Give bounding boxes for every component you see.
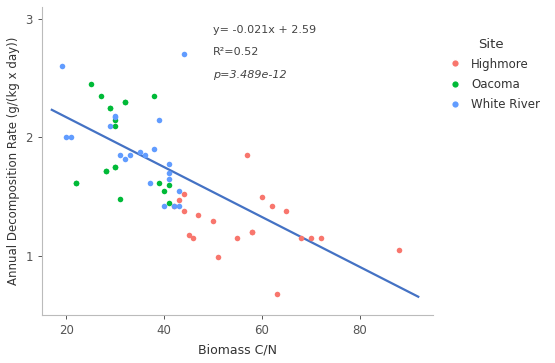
Legend: Highmore, Oacoma, White River: Highmore, Oacoma, White River bbox=[443, 37, 540, 111]
Point bbox=[145, 180, 154, 185]
Point bbox=[394, 247, 403, 253]
Point bbox=[179, 208, 188, 214]
Point bbox=[267, 203, 276, 209]
Point bbox=[101, 168, 110, 174]
Point bbox=[243, 152, 251, 158]
Point bbox=[169, 203, 178, 209]
Y-axis label: Annual Decomposition Rate (g/(kg x day)): Annual Decomposition Rate (g/(kg x day)) bbox=[7, 37, 20, 285]
Point bbox=[140, 152, 149, 158]
Point bbox=[111, 164, 120, 170]
Point bbox=[179, 52, 188, 57]
Point bbox=[179, 192, 188, 197]
Point bbox=[160, 203, 169, 209]
Point bbox=[111, 123, 120, 129]
Point bbox=[282, 208, 291, 214]
Point bbox=[106, 105, 115, 111]
Point bbox=[174, 197, 183, 203]
Point bbox=[111, 114, 120, 120]
Point bbox=[174, 188, 183, 194]
Point bbox=[296, 236, 305, 241]
Point bbox=[189, 236, 198, 241]
Point bbox=[150, 146, 159, 152]
Point bbox=[67, 135, 76, 140]
Point bbox=[316, 236, 325, 241]
Point bbox=[120, 156, 129, 162]
Text: R²=0.52: R²=0.52 bbox=[213, 47, 259, 57]
Point bbox=[111, 164, 120, 170]
Point bbox=[120, 99, 129, 105]
Point bbox=[155, 180, 164, 185]
Point bbox=[111, 113, 120, 119]
Point bbox=[135, 149, 144, 155]
Point bbox=[72, 180, 80, 185]
Point bbox=[272, 291, 281, 297]
Point bbox=[111, 117, 120, 123]
Point bbox=[72, 180, 80, 185]
Point bbox=[120, 99, 129, 105]
Point bbox=[106, 123, 115, 129]
Point bbox=[165, 161, 174, 167]
Point bbox=[169, 203, 178, 209]
Point bbox=[165, 176, 174, 182]
Point bbox=[116, 196, 125, 202]
Point bbox=[209, 218, 218, 224]
X-axis label: Biomass C/N: Biomass C/N bbox=[198, 343, 277, 356]
Point bbox=[96, 93, 105, 99]
Point bbox=[233, 236, 242, 241]
Point bbox=[258, 194, 266, 200]
Point bbox=[160, 188, 169, 194]
Point bbox=[155, 117, 164, 123]
Point bbox=[165, 170, 174, 176]
Point bbox=[174, 203, 183, 209]
Point bbox=[306, 236, 315, 241]
Point bbox=[165, 200, 174, 206]
Point bbox=[165, 182, 174, 188]
Point bbox=[184, 232, 193, 238]
Point bbox=[101, 168, 110, 174]
Point bbox=[106, 105, 115, 111]
Text: y= -0.021x + 2.59: y= -0.021x + 2.59 bbox=[213, 25, 316, 35]
Point bbox=[57, 64, 66, 69]
Point bbox=[248, 229, 256, 235]
Point bbox=[125, 152, 134, 158]
Point bbox=[116, 152, 125, 158]
Point bbox=[248, 229, 256, 235]
Point bbox=[194, 212, 203, 217]
Point bbox=[214, 254, 223, 260]
Point bbox=[150, 93, 159, 99]
Text: p=3.489e-12: p=3.489e-12 bbox=[213, 70, 287, 80]
Point bbox=[87, 81, 95, 87]
Point bbox=[62, 135, 71, 140]
